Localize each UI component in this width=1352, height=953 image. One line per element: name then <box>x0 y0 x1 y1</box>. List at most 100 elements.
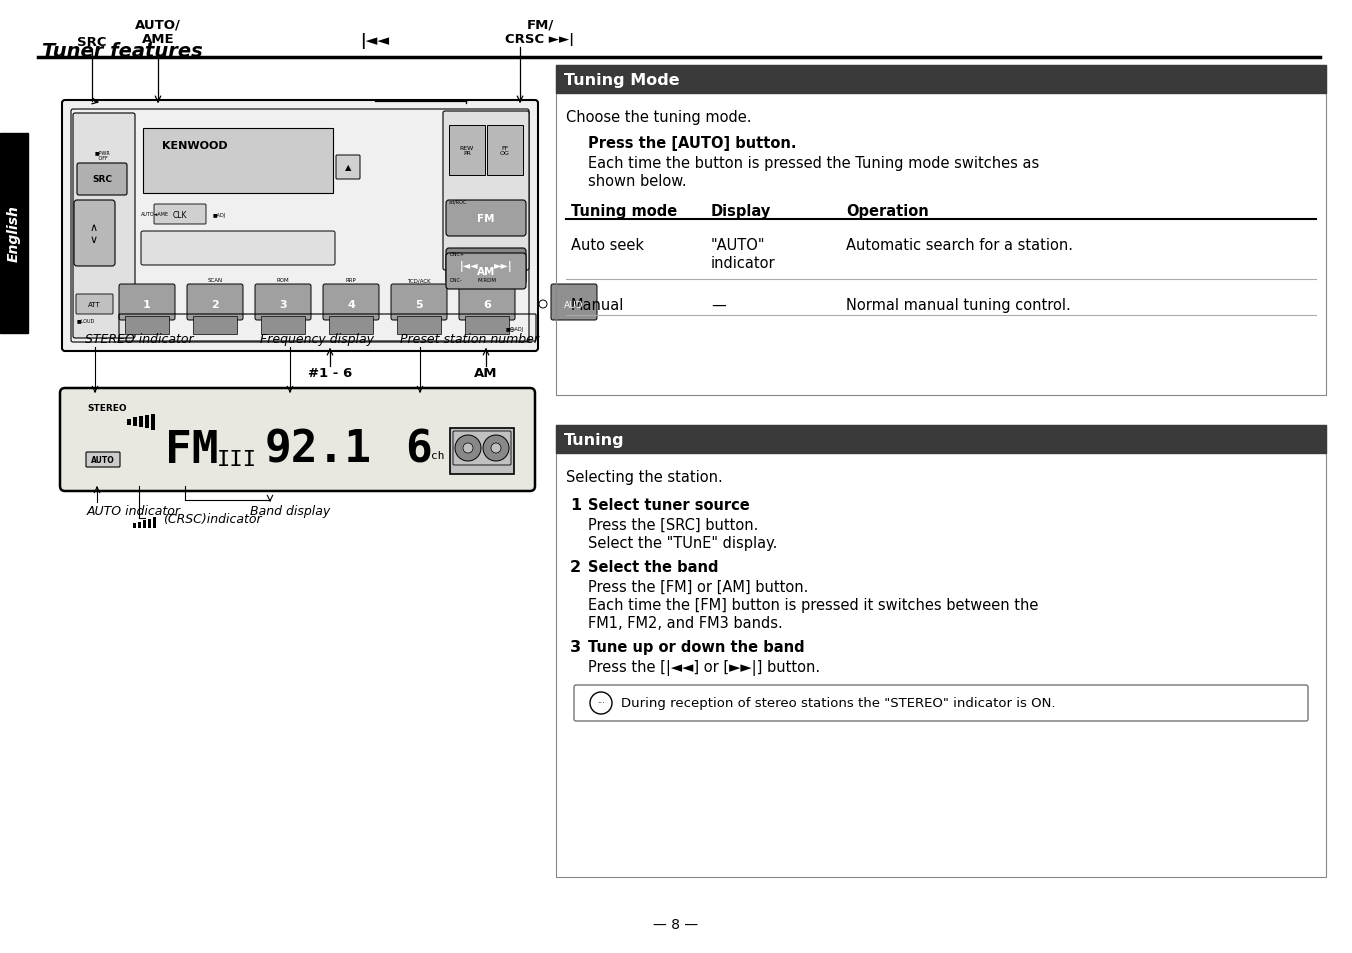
Text: Band display: Band display <box>250 504 330 517</box>
Text: DNC+: DNC+ <box>449 252 464 256</box>
FancyBboxPatch shape <box>323 285 379 320</box>
Text: ROM: ROM <box>277 278 289 283</box>
Text: Tuning Mode: Tuning Mode <box>564 72 680 88</box>
Bar <box>556 66 1326 94</box>
Text: ad/ROC: ad/ROC <box>449 199 468 204</box>
Text: Tuning mode: Tuning mode <box>571 204 677 219</box>
Bar <box>143 129 333 193</box>
Bar <box>151 414 155 430</box>
Text: |◄◄: |◄◄ <box>460 261 479 273</box>
Bar <box>556 426 1326 454</box>
Text: 3: 3 <box>279 299 287 310</box>
Bar <box>329 316 373 335</box>
Text: 6: 6 <box>483 299 491 310</box>
Text: Manual: Manual <box>571 297 625 313</box>
Text: ch: ch <box>431 451 445 460</box>
Text: FM1, FM2, and FM3 bands.: FM1, FM2, and FM3 bands. <box>588 616 783 630</box>
Circle shape <box>456 436 481 461</box>
FancyBboxPatch shape <box>59 389 535 492</box>
FancyBboxPatch shape <box>337 156 360 180</box>
Text: |◄◄: |◄◄ <box>361 33 389 49</box>
Text: Choose the tuning mode.: Choose the tuning mode. <box>566 110 752 125</box>
Bar <box>124 316 169 335</box>
Text: REW
PR: REW PR <box>460 146 475 156</box>
Text: Select tuner source: Select tuner source <box>588 497 750 513</box>
Text: ∧
∨: ∧ ∨ <box>91 223 99 245</box>
Text: Auto seek: Auto seek <box>571 237 644 253</box>
Text: — 8 —: — 8 — <box>653 917 699 931</box>
Text: Press the [|◄◄] or [►►|] button.: Press the [|◄◄] or [►►|] button. <box>588 659 821 676</box>
Text: 2: 2 <box>571 559 581 575</box>
Bar <box>450 429 514 475</box>
Text: Operation: Operation <box>846 204 929 219</box>
Text: ATT: ATT <box>88 302 100 308</box>
Text: SCAN: SCAN <box>207 278 223 283</box>
Text: FM: FM <box>477 213 495 224</box>
FancyBboxPatch shape <box>76 294 114 314</box>
Circle shape <box>539 301 548 309</box>
Text: AUTO indicator: AUTO indicator <box>87 504 181 517</box>
Text: ■⨁ADJ: ■⨁ADJ <box>506 326 525 331</box>
Text: Frequency display: Frequency display <box>260 333 375 346</box>
Text: KENWOOD: KENWOOD <box>162 141 228 151</box>
Bar <box>143 520 146 529</box>
Text: III: III <box>218 450 257 470</box>
Text: 4: 4 <box>347 299 356 310</box>
FancyBboxPatch shape <box>552 285 598 320</box>
Text: 1: 1 <box>571 497 581 513</box>
Text: 5: 5 <box>415 299 423 310</box>
FancyBboxPatch shape <box>446 253 526 290</box>
Text: (CRSC)indicator: (CRSC)indicator <box>164 513 262 525</box>
Text: AME: AME <box>142 33 174 46</box>
FancyBboxPatch shape <box>446 201 526 236</box>
Text: ►►|: ►►| <box>493 261 512 273</box>
FancyBboxPatch shape <box>446 249 526 285</box>
Bar <box>0 133 28 334</box>
FancyBboxPatch shape <box>73 113 135 338</box>
Text: CLK: CLK <box>173 211 187 219</box>
Bar <box>397 316 441 335</box>
Text: Press the [SRC] button.: Press the [SRC] button. <box>588 517 758 533</box>
Text: "AUTO": "AUTO" <box>711 237 765 253</box>
Text: Normal manual tuning control.: Normal manual tuning control. <box>846 297 1071 313</box>
Bar <box>487 126 523 175</box>
Text: SRC: SRC <box>92 175 112 184</box>
Text: STEREO indicator: STEREO indicator <box>85 333 193 346</box>
Text: 3: 3 <box>571 639 581 655</box>
Text: AUTO◄AME: AUTO◄AME <box>141 213 169 217</box>
Text: Select the "TUnE" display.: Select the "TUnE" display. <box>588 536 777 551</box>
Text: AM: AM <box>475 367 498 379</box>
Text: 92.1: 92.1 <box>265 429 372 472</box>
Text: —: — <box>711 297 726 313</box>
Bar <box>147 519 151 529</box>
Text: M.RDM: M.RDM <box>477 278 496 283</box>
Text: ■LOUD: ■LOUD <box>77 318 95 323</box>
Bar <box>153 517 155 529</box>
Text: 2: 2 <box>211 299 219 310</box>
Bar <box>193 316 237 335</box>
Text: AM: AM <box>477 267 495 276</box>
FancyBboxPatch shape <box>62 101 538 352</box>
Text: AUD: AUD <box>564 300 584 309</box>
Text: CRSC ►►|: CRSC ►►| <box>506 33 575 46</box>
Text: Press the [AUTO] button.: Press the [AUTO] button. <box>588 136 796 151</box>
Text: Each time the button is pressed the Tuning mode switches as: Each time the button is pressed the Tuni… <box>588 156 1040 171</box>
Text: Selecting the station.: Selecting the station. <box>566 470 723 484</box>
FancyBboxPatch shape <box>77 164 127 195</box>
FancyBboxPatch shape <box>256 285 311 320</box>
FancyBboxPatch shape <box>443 112 529 271</box>
FancyBboxPatch shape <box>391 285 448 320</box>
FancyBboxPatch shape <box>187 285 243 320</box>
FancyBboxPatch shape <box>141 232 335 266</box>
Bar <box>449 126 485 175</box>
FancyBboxPatch shape <box>119 285 174 320</box>
Text: Tune up or down the band: Tune up or down the band <box>588 639 804 655</box>
Text: ▲: ▲ <box>345 163 352 172</box>
Bar <box>261 316 306 335</box>
Text: FM/: FM/ <box>526 19 553 32</box>
Text: Automatic search for a station.: Automatic search for a station. <box>846 237 1073 253</box>
Text: AUTO: AUTO <box>91 456 115 464</box>
Text: SRC: SRC <box>77 36 107 49</box>
Text: ■PWR
 OFF: ■PWR OFF <box>95 151 110 161</box>
Text: Select the band: Select the band <box>588 559 718 575</box>
